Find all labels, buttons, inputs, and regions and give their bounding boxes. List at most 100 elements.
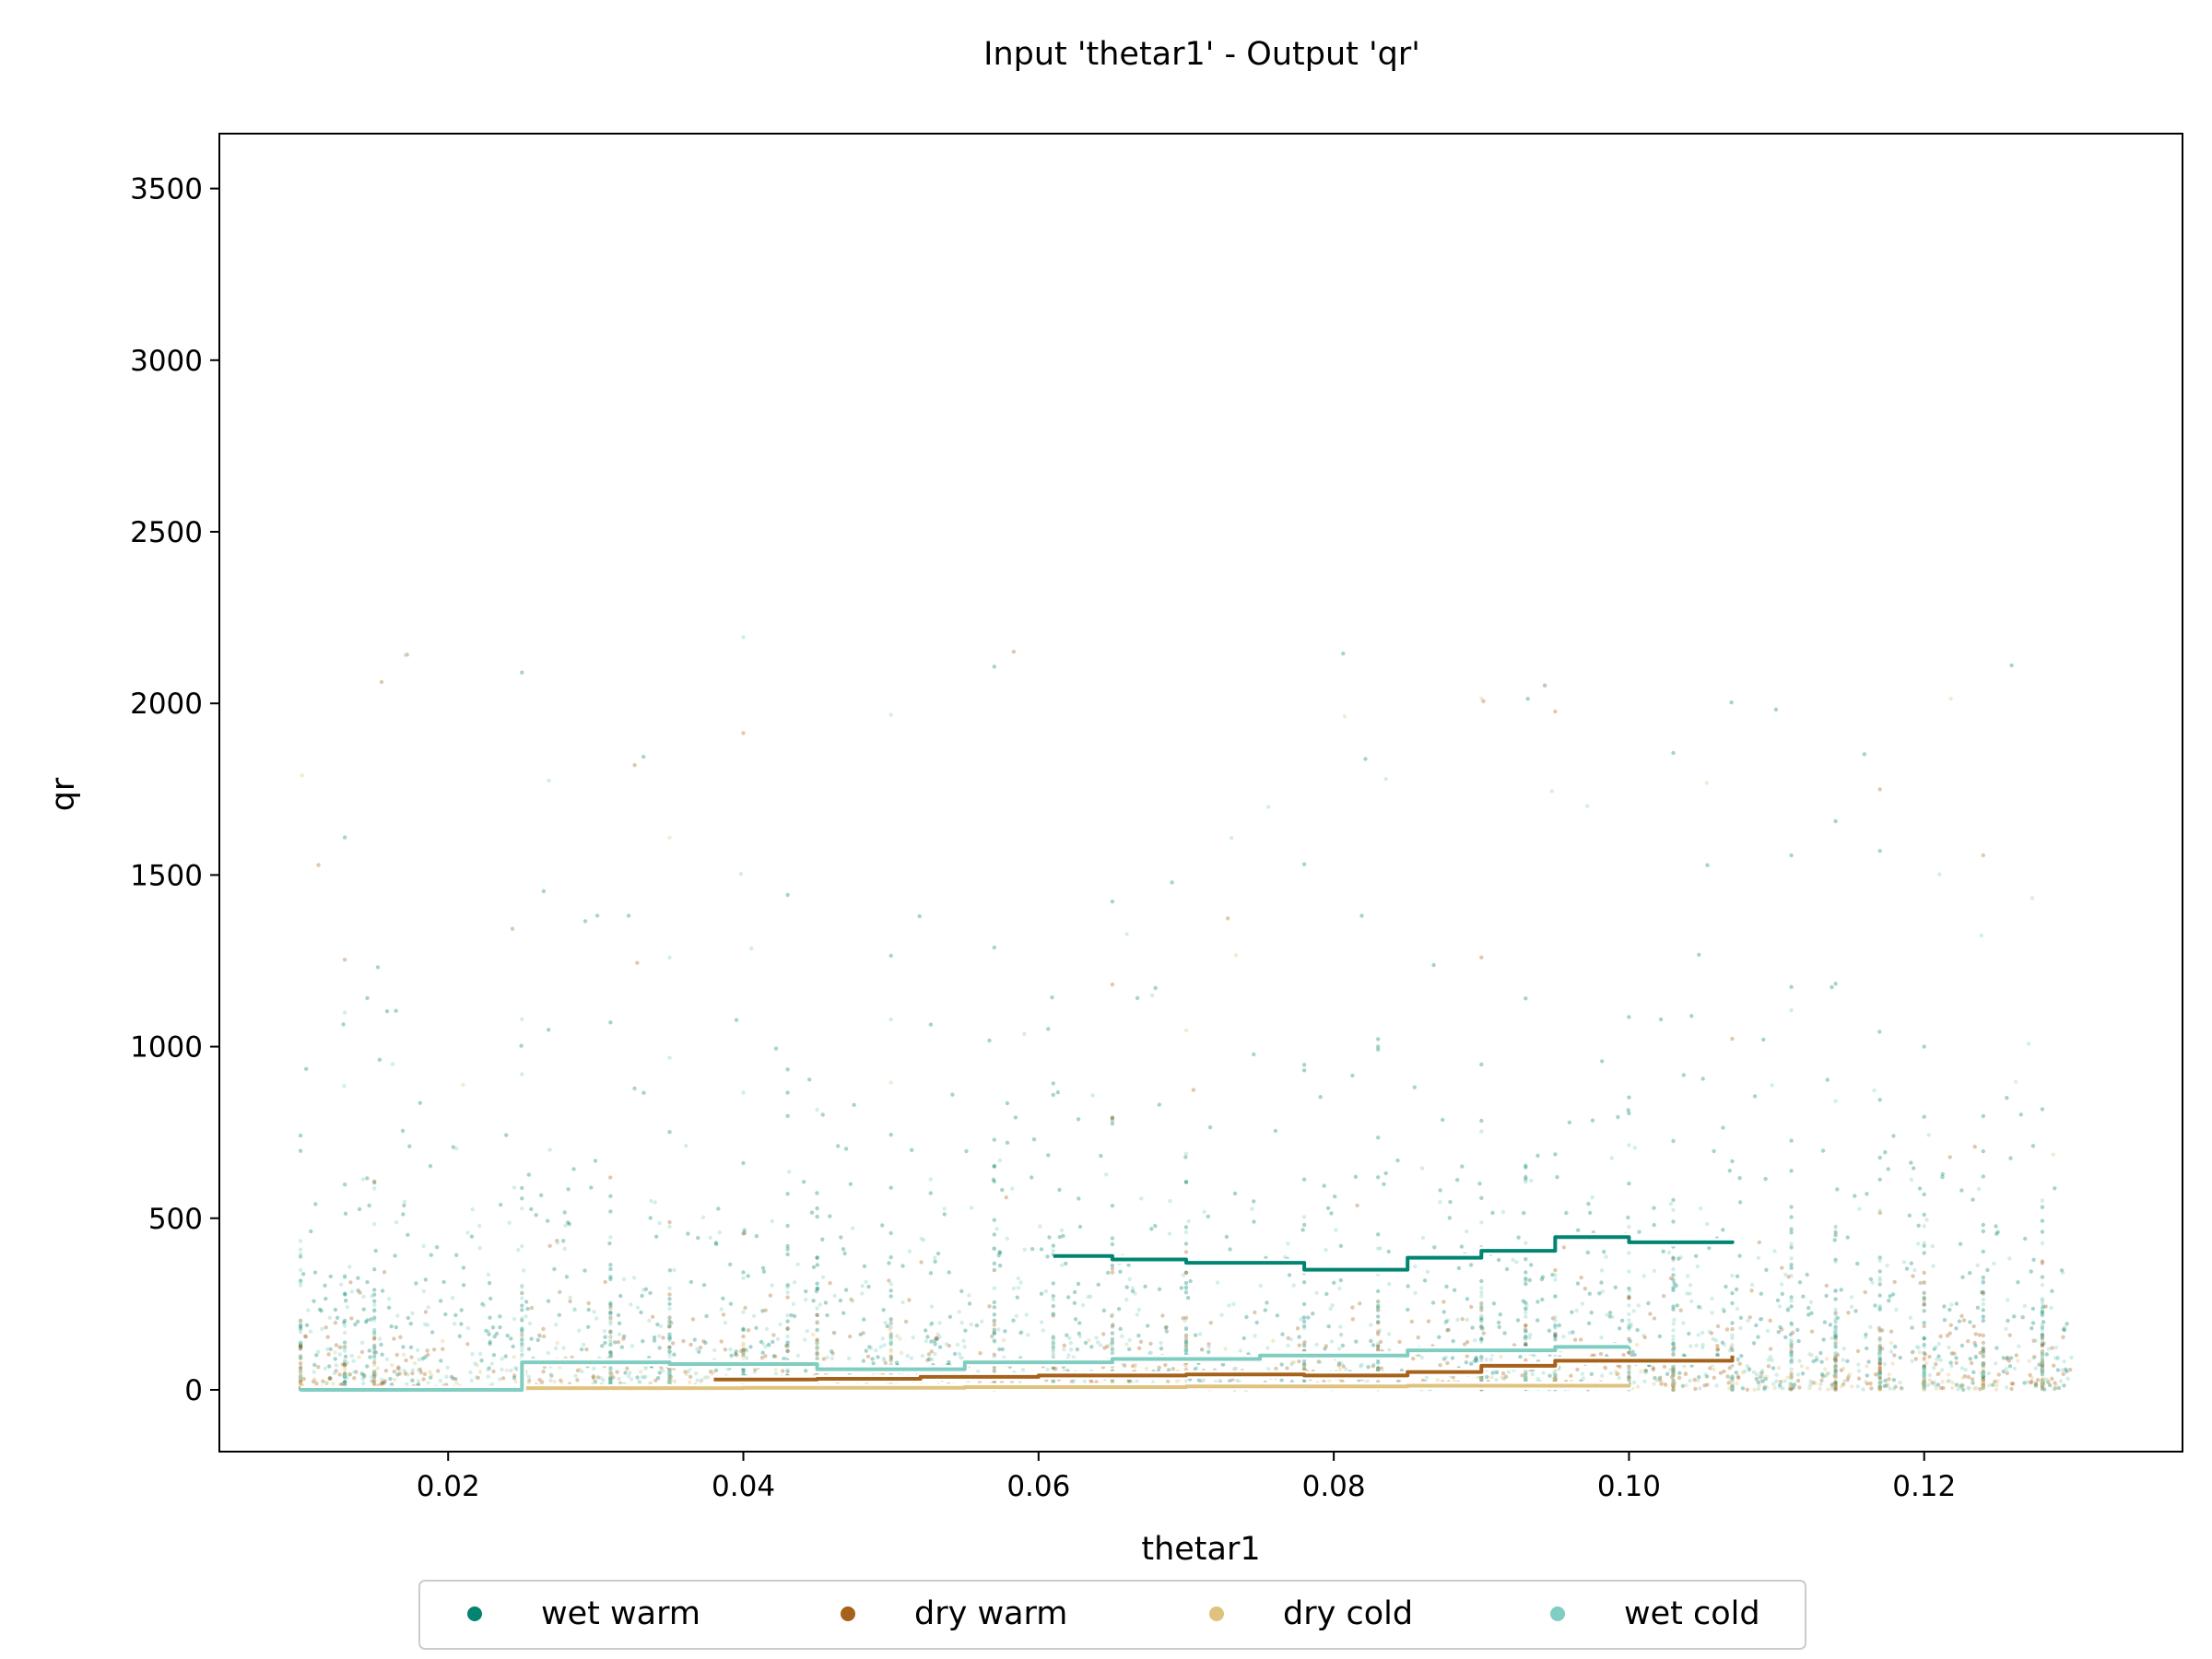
scatter-point bbox=[962, 1345, 967, 1349]
scatter-point bbox=[1671, 1382, 1676, 1386]
scatter-point bbox=[1833, 1233, 1838, 1238]
scatter-point bbox=[751, 1313, 757, 1319]
scatter-point bbox=[2040, 1381, 2045, 1386]
scatter-point bbox=[1923, 1352, 1927, 1357]
scatter-point bbox=[559, 1378, 563, 1383]
scatter-point bbox=[1445, 1360, 1450, 1366]
scatter-point bbox=[1935, 1357, 1939, 1362]
scatter-point bbox=[342, 1318, 347, 1324]
scatter-point bbox=[1960, 1275, 1965, 1280]
scatter-point bbox=[1297, 1343, 1302, 1347]
scatter-point bbox=[1972, 1340, 1977, 1346]
scatter-point bbox=[312, 1370, 316, 1374]
scatter-point bbox=[1730, 1387, 1735, 1393]
scatter-point bbox=[2030, 1144, 2036, 1148]
scatter-point bbox=[2030, 1321, 2036, 1325]
scatter-point bbox=[1672, 1317, 1677, 1323]
scatter-point bbox=[667, 1345, 672, 1349]
scatter-point bbox=[1051, 1312, 1056, 1316]
scatter-point bbox=[372, 1179, 377, 1184]
scatter-point bbox=[1671, 1342, 1676, 1347]
scatter-point bbox=[1888, 1294, 1892, 1299]
y-tick-label: 3000 bbox=[130, 345, 203, 378]
scatter-point bbox=[1783, 1335, 1788, 1340]
scatter-point bbox=[1789, 1353, 1794, 1358]
scatter-point bbox=[1135, 1379, 1139, 1383]
scatter-point bbox=[1877, 1282, 1882, 1287]
scatter-point bbox=[2040, 1378, 2045, 1382]
scatter-point bbox=[1877, 1308, 1882, 1312]
scatter-point bbox=[1301, 1361, 1307, 1366]
scatter-point bbox=[1604, 1366, 1608, 1371]
scatter-point bbox=[1981, 1174, 1985, 1179]
scatter-point bbox=[850, 1299, 855, 1303]
scatter-point bbox=[1789, 1382, 1794, 1387]
scatter-point bbox=[1922, 1300, 1926, 1304]
scatter-point bbox=[1051, 1281, 1056, 1286]
scatter-point bbox=[298, 1345, 303, 1349]
scatter-point bbox=[1981, 1381, 1985, 1385]
scatter-point bbox=[1445, 1318, 1451, 1323]
scatter-point bbox=[888, 1185, 893, 1190]
scatter-point bbox=[371, 1379, 375, 1384]
scatter-point bbox=[1877, 849, 1882, 853]
scatter-point bbox=[443, 1312, 448, 1317]
scatter-point bbox=[1144, 1366, 1149, 1371]
scatter-point bbox=[1046, 1153, 1051, 1158]
scatter-point bbox=[372, 1370, 377, 1375]
scatter-point bbox=[815, 1351, 819, 1357]
scatter-point bbox=[298, 1365, 303, 1370]
scatter-point bbox=[2060, 1270, 2065, 1276]
scatter-point bbox=[520, 1283, 524, 1288]
scatter-point bbox=[591, 1374, 595, 1379]
scatter-point bbox=[1437, 1335, 1441, 1340]
scatter-point bbox=[1273, 1128, 1278, 1134]
scatter-point bbox=[1376, 1044, 1381, 1049]
scatter-point bbox=[1657, 1378, 1663, 1382]
scatter-point bbox=[1353, 1174, 1359, 1180]
scatter-point bbox=[1940, 1380, 1945, 1384]
scatter-point bbox=[429, 1330, 435, 1335]
scatter-point bbox=[1833, 1363, 1838, 1368]
scatter-point bbox=[924, 1338, 929, 1344]
scatter-point bbox=[1922, 1356, 1926, 1361]
scatter-point bbox=[1833, 1380, 1838, 1385]
scatter-point bbox=[1833, 1334, 1838, 1338]
scatter-point bbox=[1636, 1303, 1641, 1308]
scatter-point bbox=[754, 1325, 759, 1331]
scatter-point bbox=[298, 1371, 303, 1377]
scatter-point bbox=[1877, 1366, 1882, 1371]
scatter-point bbox=[2033, 1338, 2038, 1343]
scatter-point bbox=[1652, 1206, 1656, 1210]
scatter-point bbox=[372, 1346, 377, 1351]
scatter-point bbox=[1833, 1387, 1838, 1393]
scatter-point bbox=[1811, 1359, 1816, 1364]
scatter-point bbox=[1934, 1386, 1939, 1391]
scatter-point bbox=[1833, 1359, 1838, 1364]
scatter-point bbox=[934, 1335, 938, 1341]
scatter-point bbox=[688, 1374, 693, 1380]
scatter-point bbox=[298, 1375, 303, 1381]
scatter-point bbox=[637, 1379, 641, 1383]
scatter-point bbox=[1835, 1315, 1841, 1321]
scatter-point bbox=[717, 1230, 722, 1235]
scatter-point bbox=[394, 1220, 399, 1225]
scatter-point bbox=[1735, 1274, 1740, 1279]
scatter-point bbox=[421, 1288, 427, 1294]
scatter-point bbox=[887, 1278, 891, 1283]
scatter-point bbox=[1877, 1387, 1882, 1392]
scatter-point bbox=[1981, 1361, 1985, 1366]
scatter-point bbox=[1730, 1383, 1735, 1388]
scatter-point bbox=[1752, 1387, 1757, 1393]
scatter-point bbox=[1051, 1312, 1056, 1317]
scatter-point bbox=[1524, 1375, 1528, 1380]
legend-label: wet cold bbox=[1624, 1595, 1760, 1632]
scatter-point bbox=[1494, 1378, 1499, 1382]
scatter-point bbox=[1077, 1321, 1082, 1325]
scatter-point bbox=[1981, 1275, 1985, 1280]
scatter-point bbox=[1922, 1383, 1926, 1388]
scatter-point bbox=[1077, 1334, 1083, 1339]
scatter-point bbox=[746, 1274, 750, 1278]
scatter-point bbox=[1751, 1370, 1757, 1375]
scatter-point bbox=[2040, 1198, 2045, 1203]
